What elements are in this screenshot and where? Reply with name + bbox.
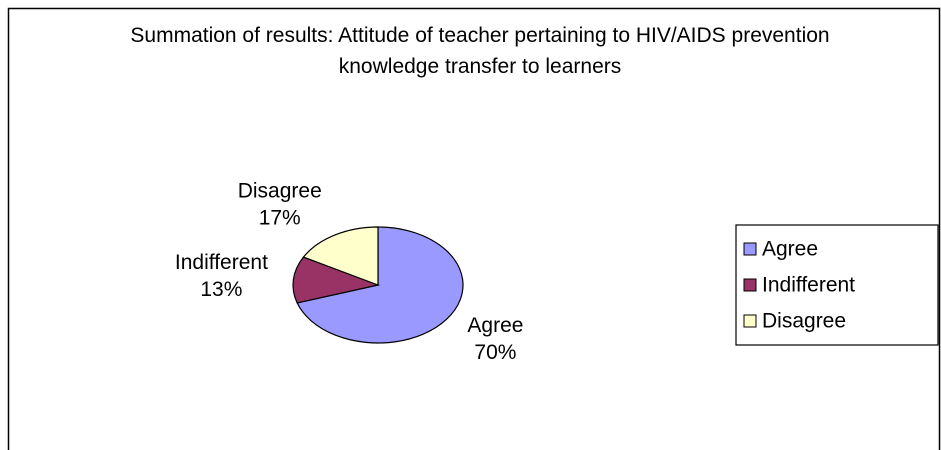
- legend-label: Indifferent: [762, 274, 855, 297]
- data-label-value: 13%: [200, 278, 242, 301]
- legend-label: Disagree: [762, 310, 846, 333]
- legend-box: [735, 224, 939, 346]
- data-label-category: Indifferent: [175, 251, 268, 274]
- legend-swatch: [743, 278, 757, 292]
- legend-label: Agree: [762, 238, 818, 261]
- pie-slice: [292, 256, 381, 304]
- data-label-category: Agree: [467, 314, 523, 337]
- data-label-category: Disagree: [238, 180, 322, 203]
- data-label-value: 17%: [259, 207, 301, 230]
- pie-slice: [296, 226, 464, 344]
- data-label-value: 70%: [474, 341, 516, 364]
- legend-swatch: [743, 314, 757, 328]
- pie-slice: [302, 226, 379, 286]
- legend-swatch: [743, 242, 757, 256]
- chart-title: Summation of results: Attitude of teache…: [130, 24, 830, 78]
- chart-frame: [7, 7, 941, 450]
